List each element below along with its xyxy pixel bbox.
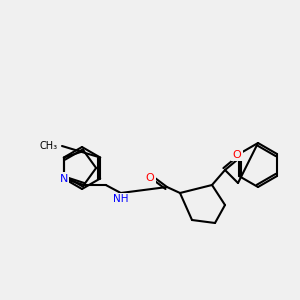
Text: O: O [146, 173, 154, 183]
Text: O: O [232, 150, 242, 160]
Text: CH₃: CH₃ [40, 141, 58, 151]
Text: NH: NH [113, 194, 128, 204]
Text: N: N [60, 173, 68, 184]
Text: N: N [60, 173, 68, 184]
